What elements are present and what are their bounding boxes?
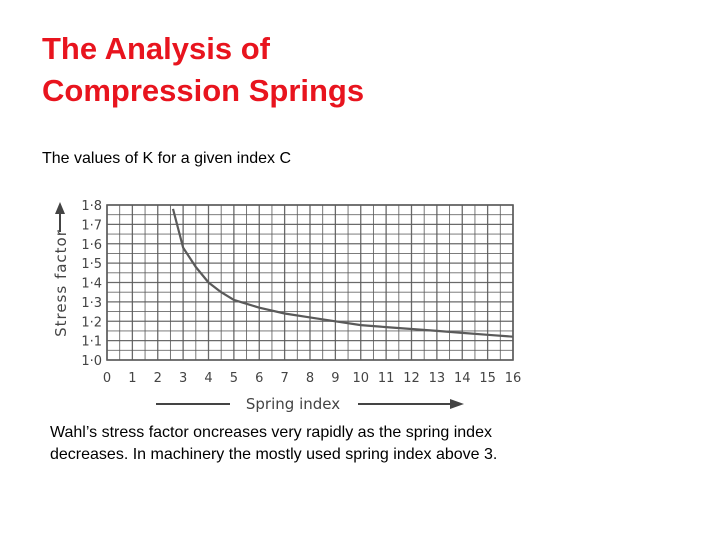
y-tick-label: 1·5 (81, 257, 102, 272)
caption-line-2: decreases. In machinery the mostly used … (50, 446, 498, 463)
slide-title: The Analysis of Compression Springs (42, 28, 682, 112)
grid (106, 204, 514, 361)
axis-labels: Stress factor Spring index (52, 202, 464, 413)
x-tick-label: 16 (505, 371, 522, 386)
plot-frame (106, 204, 514, 361)
x-tick-label: 2 (154, 371, 162, 386)
chart-svg: 1·01·11·21·31·41·51·61·71·8 0 1 2 3 4 5 6 7 8 9 10… (52, 199, 521, 413)
x-tick-label: 13 (429, 371, 446, 386)
y-tick-labels: 1·0 1·1 1·2 1·3 1·4 1·5 1·6 1·7 1·8 (81, 199, 102, 369)
x-tick-label: 11 (378, 371, 395, 386)
x-tick-label: 5 (230, 371, 238, 386)
chart-description: The values of K for a given index C (42, 150, 292, 167)
y-tick-label: 1·3 (81, 296, 102, 311)
title-line-1: The Analysis of (42, 31, 270, 66)
y-tick-label: 1·7 (81, 218, 102, 233)
x-tick-label: 10 (352, 371, 369, 386)
caption-line-1: Wahl’s stress factor oncreases very rapi… (50, 424, 492, 441)
y-tick-label: 1·4 (81, 277, 102, 292)
x-tick-label: 0 (103, 371, 111, 386)
y-axis-arrow (55, 202, 65, 214)
x-tick-label: 4 (204, 371, 212, 386)
x-tick-labels: 0 1 2 3 4 5 6 7 8 9 10 11 12 13 14 15 16 (103, 371, 521, 386)
x-tick-label: 3 (179, 371, 187, 386)
x-tick-label: 1 (128, 371, 136, 386)
y-tick-label: 1·2 (81, 315, 102, 330)
y-tick-label: 1·0 (81, 354, 102, 369)
y-tick-label: 1·8 (81, 199, 102, 214)
series-group (171, 208, 514, 338)
x-axis-label: Spring index (246, 395, 340, 413)
x-tick-label: 6 (255, 371, 263, 386)
x-axis-arrow (450, 399, 464, 409)
stress-factor-curve (171, 208, 514, 338)
title-line-2: Compression Springs (42, 73, 365, 108)
y-tick-label: 1·6 (81, 238, 102, 253)
x-tick-label: 7 (280, 371, 288, 386)
x-tick-label: 12 (403, 371, 420, 386)
x-tick-label: 9 (331, 371, 339, 386)
y-tick-label: 1·1 (81, 335, 102, 350)
x-tick-label: 15 (479, 371, 496, 386)
chart-caption: Wahl’s stress factor oncreases very rapi… (50, 422, 610, 466)
x-tick-label: 14 (454, 371, 471, 386)
x-tick-label: 8 (306, 371, 314, 386)
y-axis-label: Stress factor (52, 229, 70, 337)
stress-factor-chart: 1·0 1·1 1·2 1·3 1·4 1·5 1·6 1·7 1·8 0 1 2 3 4 5 6 7 8 9 10… (38, 188, 538, 418)
